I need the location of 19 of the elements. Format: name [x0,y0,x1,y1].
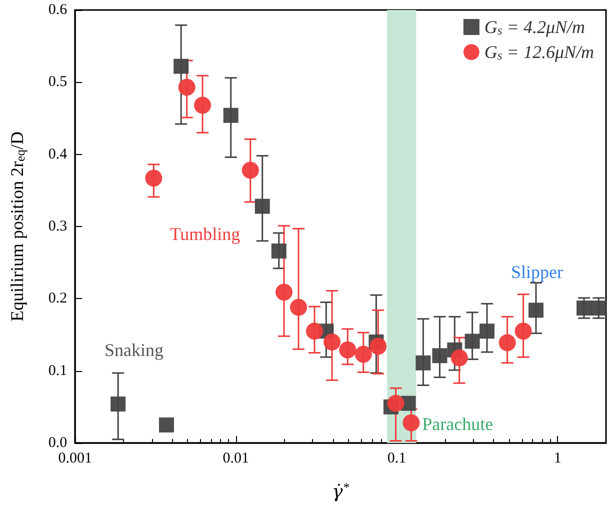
y-tick-label: 0.5 [48,74,68,90]
annotation: Slipper [511,262,563,282]
legend-label: Gs = 4.2μN/m [484,17,585,38]
y-tick-label: 0.6 [48,2,68,18]
legend-label: Gs = 12.6μN/m [484,42,594,63]
x-tick-label: 0.1 [387,450,406,466]
y-tick-label: 0.1 [48,362,68,379]
x-tick-label: 0.01 [222,450,250,466]
x-tick-label: 1 [554,450,562,466]
y-tick-label: 0.3 [48,218,68,234]
annotation: Tumbling [170,224,240,244]
band-label: Parachute [422,414,494,434]
y-tick-label: 0.4 [48,146,68,162]
x-axis-title: γ̇* [332,480,350,502]
annotation: Snaking [104,340,164,360]
y-tick-label: 0.0 [48,435,68,451]
y-tick-label: 0.2 [48,290,68,307]
y-axis-title: Equilirium position 2req/D [7,132,28,322]
x-tick-label: 0.001 [58,450,92,466]
